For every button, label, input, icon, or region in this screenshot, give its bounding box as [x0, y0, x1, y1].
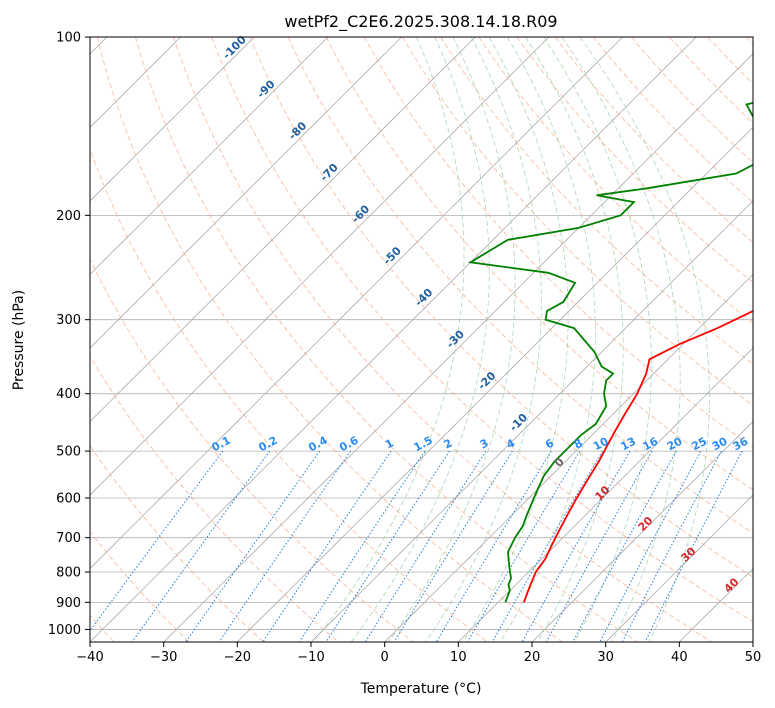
- dry-adiabat-line: [96, 37, 563, 642]
- moist-adiabat-line: [313, 37, 465, 642]
- mixing-ratio-label: 25: [689, 435, 709, 454]
- chart-title: wetPf2_C2E6.2025.308.14.18.R09: [284, 12, 557, 32]
- dry-adiabat-line: [325, 37, 753, 491]
- moist-adiabat-line: [561, 37, 681, 642]
- dry-adiabat-line: [90, 258, 414, 642]
- dry-adiabat-line: [211, 37, 753, 623]
- y-tick-label: 300: [56, 313, 81, 328]
- moist-adiabat-line: [525, 37, 624, 642]
- x-tick-label: 40: [671, 650, 688, 665]
- plot-frame: [89, 36, 754, 643]
- dry-adiabat-line: [287, 37, 753, 534]
- x-tick-label: 20: [524, 650, 541, 665]
- y-tick-label: 700: [56, 531, 81, 546]
- y-tick-label: 500: [56, 445, 81, 460]
- moist-adiabat-line: [350, 37, 490, 642]
- mixing-ratio-label: 20: [665, 434, 685, 453]
- isotherm-line: [163, 53, 753, 642]
- dry-adiabat-line: [90, 147, 488, 642]
- moist-adiabat-line: [579, 37, 710, 642]
- x-tick-label: 0: [381, 650, 389, 665]
- isotherm-line: [90, 37, 550, 496]
- dry-adiabat-line: [402, 37, 753, 406]
- mixing-ratio-line: [621, 450, 722, 642]
- isotherm-line: [458, 347, 753, 642]
- y-axis-label: Pressure (hPa): [11, 290, 27, 390]
- x-tick-label: −20: [224, 650, 251, 665]
- moist-adiabat-line: [425, 37, 542, 642]
- y-tick-label: 800: [56, 566, 81, 581]
- mixing-ratio-line: [644, 450, 743, 642]
- isotherm-line: [90, 37, 476, 423]
- dry-adiabat-line: [173, 37, 712, 642]
- isotherm-line: [90, 37, 329, 275]
- y-tick-label: 400: [56, 387, 81, 402]
- dry-adiabat-line: [554, 37, 753, 243]
- dry-adiabat-line: [631, 37, 753, 164]
- x-tick-label: 10: [450, 650, 467, 665]
- isotherm-line: [237, 126, 753, 642]
- y-tick-label: 1000: [48, 623, 81, 638]
- x-tick-label: −40: [76, 650, 103, 665]
- mixing-ratio-line: [298, 450, 426, 642]
- dry-adiabat-line: [135, 37, 638, 642]
- plot-area: [90, 37, 753, 642]
- isotherm-line: [531, 420, 753, 642]
- moist-adiabat-line: [388, 37, 516, 642]
- mixing-ratio-line: [467, 450, 581, 642]
- dry-adiabat-line: [364, 37, 753, 448]
- mixing-ratio-line: [90, 450, 224, 632]
- mixing-ratio-line: [364, 450, 487, 642]
- y-tick-label: 200: [56, 209, 81, 224]
- mixing-ratio-line: [545, 450, 653, 642]
- dry-adiabat-line: [249, 37, 753, 578]
- dry-adiabat-line: [516, 37, 753, 283]
- isotherm-line: [90, 37, 697, 642]
- moist-adiabat-line: [499, 37, 596, 642]
- dry-adiabat-line: [440, 37, 753, 365]
- isotherm-line: [90, 37, 402, 349]
- mixing-ratio-line: [185, 450, 321, 642]
- mixing-ratio-line: [491, 450, 603, 642]
- mixing-ratio-label: 16: [641, 435, 661, 454]
- y-tick-label: 100: [56, 31, 81, 46]
- mixing-ratio-line: [131, 450, 271, 642]
- x-tick-label: 30: [597, 650, 614, 665]
- mixing-ratio-line: [521, 450, 631, 642]
- x-tick-label: 50: [745, 650, 762, 665]
- y-tick-label: 900: [56, 596, 81, 611]
- isotherm-line: [384, 273, 753, 642]
- x-tick-label: −30: [150, 650, 177, 665]
- dewpoint-profile-line: [467, 101, 753, 603]
- mixing-ratio-line: [218, 450, 351, 642]
- mixing-ratio-line: [393, 450, 513, 642]
- mixing-ratio-line: [599, 450, 702, 642]
- dry-adiabat-line: [90, 445, 264, 642]
- mixing-ratio-label: 30: [710, 435, 730, 454]
- mixing-ratio-label: 10: [591, 434, 611, 453]
- moist-adiabat-line: [462, 37, 569, 642]
- y-tick-label: 600: [56, 492, 81, 507]
- x-tick-label: −10: [297, 650, 324, 665]
- moist-adiabat-line: [543, 37, 652, 642]
- mixing-ratio-label: 36: [731, 435, 751, 454]
- isotherm-line: [605, 494, 753, 642]
- mixing-ratio-line: [572, 450, 677, 642]
- isotherm-line: [90, 37, 623, 570]
- mixing-ratio-label: 13: [618, 435, 638, 454]
- axes-ticks: −40 −30 −20 −10 0 10 20 30 40 50 100 200 300 400 500 60…: [48, 31, 761, 666]
- x-axis-label: Temperature (°C): [360, 681, 482, 697]
- temperature-profile-line: [523, 309, 753, 603]
- isotherm-line: [90, 37, 255, 202]
- dry-adiabat-line: [90, 355, 339, 642]
